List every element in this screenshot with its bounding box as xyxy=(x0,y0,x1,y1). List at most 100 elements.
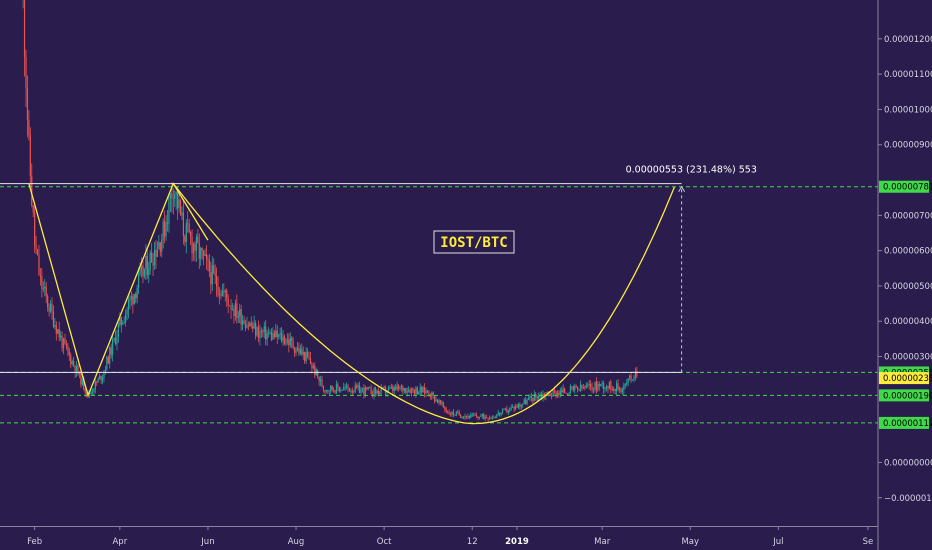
candle-body xyxy=(449,414,452,416)
candle-body xyxy=(38,254,40,275)
candle-body xyxy=(578,389,580,390)
price-tag xyxy=(879,372,929,385)
candle-body xyxy=(533,393,535,402)
candle-body xyxy=(603,383,605,390)
candle-body xyxy=(52,311,55,327)
candle-body xyxy=(65,344,68,346)
candle-body xyxy=(221,291,223,296)
candle-body xyxy=(244,323,247,328)
candle-body xyxy=(213,265,215,274)
candle-body xyxy=(629,375,631,379)
candle-body xyxy=(633,377,635,380)
candle-body xyxy=(155,250,157,257)
candle-body xyxy=(187,223,189,225)
candle-body xyxy=(142,265,144,277)
candle-body xyxy=(68,351,70,355)
candle-body xyxy=(616,383,618,391)
candle-body xyxy=(275,330,277,338)
candle-body xyxy=(512,406,514,408)
candle-body xyxy=(516,406,518,408)
candle-body xyxy=(558,393,560,396)
candle-body xyxy=(123,321,125,323)
candle-body xyxy=(309,357,312,364)
candle-body xyxy=(402,386,404,391)
candle-body xyxy=(181,212,183,216)
candle-body xyxy=(426,390,429,393)
candle-body xyxy=(301,348,303,355)
candle-body xyxy=(106,356,108,370)
candle-body xyxy=(460,415,462,418)
y-tick-label: 0.00000900 xyxy=(884,141,932,151)
candle-body xyxy=(302,351,304,355)
candle-body xyxy=(530,396,533,399)
candle-body xyxy=(246,325,248,328)
candle-body xyxy=(405,388,407,393)
candle-body xyxy=(60,335,62,338)
candle-body xyxy=(179,199,182,216)
candle-body xyxy=(292,341,294,348)
candle-body xyxy=(458,412,460,416)
candle-body xyxy=(595,381,598,391)
candle-body xyxy=(419,387,421,393)
y-axis[interactable]: 0.00001200 0.00001100 0.00001000 0.00000900… xyxy=(877,0,932,550)
candle-body xyxy=(510,407,512,409)
candle-body xyxy=(509,408,511,411)
candle-body xyxy=(361,388,364,390)
candle-body xyxy=(285,341,287,344)
candle-body xyxy=(234,303,236,316)
candle-body xyxy=(600,384,602,387)
candle-body xyxy=(182,212,184,237)
candle-body xyxy=(630,375,632,381)
candle-body xyxy=(397,385,400,389)
candle-body xyxy=(239,309,241,317)
candle-body xyxy=(64,338,66,345)
x-axis[interactable]: Feb Apr Jun Aug Oct 12 2019 Mar May Jul Se xyxy=(0,526,878,547)
candle-body xyxy=(114,337,117,344)
candle-body xyxy=(298,347,300,354)
candle-body xyxy=(36,249,39,255)
candle-body xyxy=(562,388,564,393)
candle-body xyxy=(265,326,267,340)
candle-body xyxy=(497,412,499,415)
candle-body xyxy=(151,252,153,263)
candle-body xyxy=(588,383,590,386)
candle-body xyxy=(210,272,212,285)
candle-body xyxy=(493,417,495,419)
candle-body xyxy=(161,239,163,252)
candle-body xyxy=(617,383,619,390)
candle-body xyxy=(439,400,442,404)
candle-body xyxy=(185,223,187,242)
candle-body xyxy=(532,398,534,402)
candle-body xyxy=(571,386,573,388)
candle-body xyxy=(166,222,169,224)
candle-body xyxy=(80,371,82,385)
candle-body xyxy=(610,381,612,390)
candle-body xyxy=(140,265,143,270)
candle-body xyxy=(429,395,431,397)
candle-body xyxy=(569,386,572,394)
candle-body xyxy=(620,387,622,393)
candle-body xyxy=(71,361,73,365)
candle-body xyxy=(556,393,559,397)
candle-body xyxy=(75,365,78,373)
candle-body xyxy=(31,176,33,206)
chart-title-box xyxy=(433,230,515,254)
candle-body xyxy=(136,287,138,299)
candle-body xyxy=(425,390,427,394)
candle-body xyxy=(273,333,275,338)
price-tag-label: 0.00000239 xyxy=(883,374,932,384)
candle-body xyxy=(379,391,381,395)
candle-body xyxy=(122,322,124,325)
candle-body xyxy=(44,286,46,289)
candle-body xyxy=(363,388,365,395)
candle-body xyxy=(477,416,479,419)
candle-body xyxy=(308,356,310,358)
candle-body xyxy=(208,260,210,273)
candle-body xyxy=(504,408,507,410)
chart-title[interactable]: IOST/BTC xyxy=(433,230,515,254)
candle-body xyxy=(514,406,517,410)
candle-body xyxy=(344,387,346,388)
candle-body xyxy=(432,392,434,396)
candle-body xyxy=(201,248,203,251)
candle-body xyxy=(135,293,137,299)
